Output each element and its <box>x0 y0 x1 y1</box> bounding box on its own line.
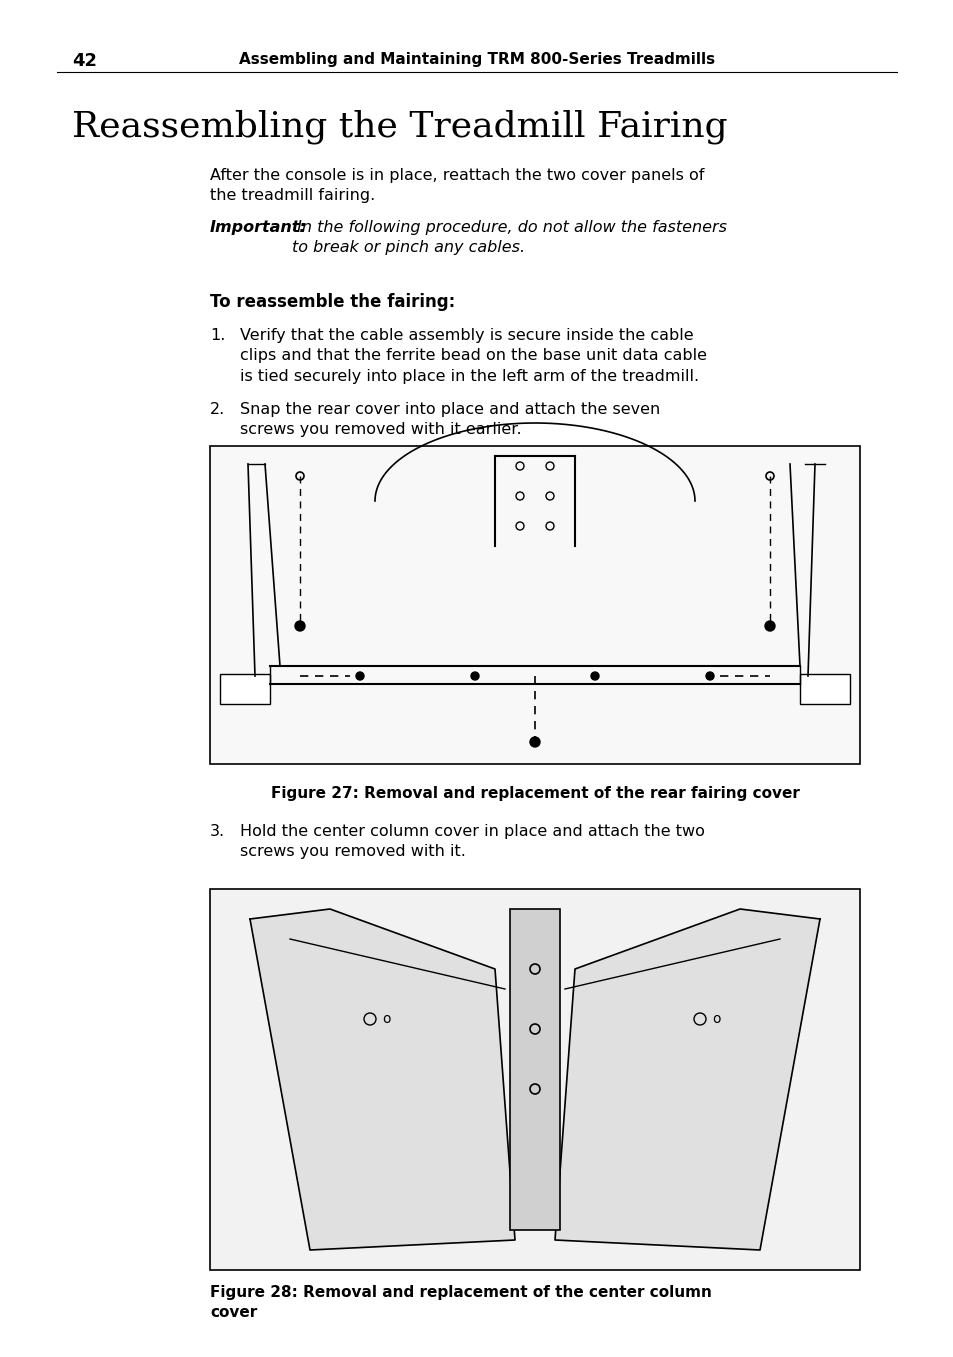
Bar <box>800 674 849 704</box>
Text: 1.: 1. <box>210 328 225 343</box>
Bar <box>510 909 559 1229</box>
Text: Assembling and Maintaining TRM 800-Series Treadmills: Assembling and Maintaining TRM 800-Serie… <box>238 52 715 66</box>
Text: Figure 27: Removal and replacement of the rear fairing cover: Figure 27: Removal and replacement of th… <box>271 786 799 801</box>
Text: o: o <box>381 1012 390 1026</box>
Text: Reassembling the Treadmill Fairing: Reassembling the Treadmill Fairing <box>71 110 727 144</box>
Circle shape <box>590 672 598 680</box>
Circle shape <box>764 622 774 631</box>
Text: To reassemble the fairing:: To reassemble the fairing: <box>210 293 455 311</box>
Text: Important:: Important: <box>210 220 307 235</box>
Polygon shape <box>555 909 820 1250</box>
Circle shape <box>355 672 364 680</box>
Circle shape <box>471 672 478 680</box>
Text: After the console is in place, reattach the two cover panels of
the treadmill fa: After the console is in place, reattach … <box>210 168 703 202</box>
Polygon shape <box>250 909 515 1250</box>
Circle shape <box>294 622 305 631</box>
Text: 3.: 3. <box>210 824 225 839</box>
Text: o: o <box>711 1012 720 1026</box>
Text: Hold the center column cover in place and attach the two
screws you removed with: Hold the center column cover in place an… <box>240 824 704 859</box>
Circle shape <box>705 672 713 680</box>
Text: 42: 42 <box>71 52 97 71</box>
Text: In the following procedure, do not allow the fasteners
to break or pinch any cab: In the following procedure, do not allow… <box>292 220 726 255</box>
Bar <box>210 446 859 764</box>
Text: 2.: 2. <box>210 402 225 417</box>
Bar <box>220 674 270 704</box>
Text: Snap the rear cover into place and attach the seven
screws you removed with it e: Snap the rear cover into place and attac… <box>240 402 659 437</box>
Circle shape <box>530 737 539 746</box>
Text: Verify that the cable assembly is secure inside the cable
clips and that the fer: Verify that the cable assembly is secure… <box>240 328 706 384</box>
Text: Figure 28: Removal and replacement of the center column
cover: Figure 28: Removal and replacement of th… <box>210 1285 711 1320</box>
Bar <box>210 889 859 1270</box>
